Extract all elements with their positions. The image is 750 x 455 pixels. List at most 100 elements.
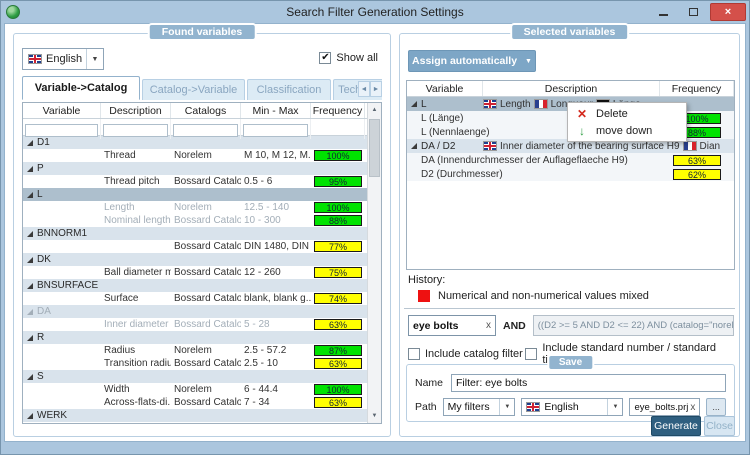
condition-expression-field[interactable]: ((D2 >= 5 AND D2 <= 22) AND (catalog="no… xyxy=(532,315,734,336)
minimize-button[interactable] xyxy=(650,3,676,21)
close-button[interactable]: Close xyxy=(704,416,735,436)
tab-scroll-left-icon[interactable]: ◄ xyxy=(358,81,370,97)
group-name: P xyxy=(37,163,44,174)
expander-icon[interactable] xyxy=(411,101,417,107)
scroll-down-icon[interactable]: ▼ xyxy=(368,409,381,423)
variable-group-row[interactable]: WERK xyxy=(23,409,367,422)
minmax-cell: 2.5 - 57.2 xyxy=(244,345,287,356)
group-name: DA xyxy=(37,306,51,317)
tab-classification[interactable]: Classification xyxy=(247,79,331,100)
expander-icon[interactable] xyxy=(27,230,33,237)
catalogs-cell: Bossard Catalog xyxy=(174,267,241,278)
variable-row[interactable]: Width Norelem 6 - 44.4 100% xyxy=(23,383,367,396)
search-term-input[interactable]: eye bolts x xyxy=(408,315,496,336)
expander-icon[interactable] xyxy=(27,412,33,419)
column-filter-input[interactable] xyxy=(173,123,238,137)
minmax-cell: 5 - 28 xyxy=(244,319,270,330)
expander-icon[interactable] xyxy=(27,334,33,341)
fr-flag-icon xyxy=(682,141,697,151)
variable-row[interactable]: Nominal length Bossard Catalog 10 - 300 88% xyxy=(23,214,367,227)
variable-group-row[interactable]: L xyxy=(23,188,367,201)
variable-group-row[interactable]: DA xyxy=(23,305,367,318)
maximize-button[interactable] xyxy=(680,3,706,21)
multilanguage-description: Inner diameter of the bearing surface H9… xyxy=(483,141,734,152)
expander-icon[interactable] xyxy=(27,256,33,263)
column-filter-input[interactable] xyxy=(25,123,98,137)
catalogs-cell: Norelem xyxy=(174,202,212,213)
close-window-button[interactable]: × xyxy=(710,3,746,21)
variable-row[interactable]: Across-flats-di... Bossard Catalog 7 - 34 6… xyxy=(23,396,367,409)
filter-name-input[interactable]: Filter: eye bolts xyxy=(451,374,726,392)
frequency-cell: 63% xyxy=(311,397,365,408)
expander-icon[interactable] xyxy=(27,165,33,172)
path-language-select[interactable]: English ▼ xyxy=(521,398,624,416)
variable-group-row[interactable]: D1 xyxy=(23,136,367,149)
browse-button[interactable]: ... xyxy=(706,398,726,416)
show-all-checkbox[interactable]: ✔ Show all xyxy=(319,52,378,64)
selected-table-header: Variable Description Frequency xyxy=(407,81,734,97)
group-cell: L xyxy=(23,189,365,200)
variable-group-row[interactable]: DK xyxy=(23,253,367,266)
delete-icon: ✕ xyxy=(576,106,588,121)
variable-row[interactable]: Length Norelem 12.5 - 140 100% xyxy=(23,201,367,214)
context-menu-item-delete[interactable]: ✕ Delete xyxy=(568,105,686,122)
variable-group-row[interactable]: P xyxy=(23,162,367,175)
include-catalog-filter-checkbox[interactable]: Include catalog filter xyxy=(408,342,525,366)
variable-group-row[interactable]: BNNORM1 xyxy=(23,227,367,240)
generate-button[interactable]: Generate xyxy=(651,416,701,436)
selected-group-row[interactable]: DA / D2 Inner diameter of the bearing sur… xyxy=(407,139,734,153)
path-folder-select[interactable]: My filters ▼ xyxy=(442,398,516,416)
group-cell: BNNORM1 xyxy=(23,228,365,239)
variable-group-row[interactable]: S xyxy=(23,370,367,383)
language-select[interactable]: English ▼ xyxy=(22,48,104,70)
include-catalog-filter-label: Include catalog filter xyxy=(425,348,523,360)
file-name-input[interactable]: eye_bolts.prj x xyxy=(629,398,701,416)
tab-variable-catalog[interactable]: Variable->Catalog xyxy=(22,76,140,100)
uk-flag-icon xyxy=(526,402,541,412)
chevron-down-icon[interactable]: ▼ xyxy=(86,49,103,69)
minmax-cell: 6 - 44.4 xyxy=(244,384,278,395)
catalogs-cell: Bossard Catalog xyxy=(174,358,241,369)
variable-row[interactable]: Surface Bossard Catalog blank, blank g... 7… xyxy=(23,292,367,305)
expander-icon[interactable] xyxy=(411,143,417,149)
variable-row[interactable]: Radius Norelem 2.5 - 57.2 87% xyxy=(23,344,367,357)
column-filter-input[interactable] xyxy=(103,123,168,137)
found-filter-row xyxy=(23,119,367,139)
group-cell: DA / D2 xyxy=(407,141,483,152)
selected-variable-row[interactable]: D2 (Durchmesser) 62% xyxy=(407,167,734,181)
tab-catalog-variable[interactable]: Catalog->Variable xyxy=(142,79,245,100)
clear-icon[interactable]: x xyxy=(690,401,696,413)
description-cell: Inner diameter ... xyxy=(104,319,171,330)
expander-icon[interactable] xyxy=(27,282,33,289)
fr-flag-icon xyxy=(533,99,548,109)
column-filter-input[interactable] xyxy=(243,123,308,137)
vertical-scrollbar[interactable]: ▲ ▼ xyxy=(367,103,381,423)
chevron-down-icon: ▼ xyxy=(525,57,532,65)
dialog-body: Found variables English ▼ ✔ Show all Var… xyxy=(4,23,746,442)
scrollbar-thumb[interactable] xyxy=(369,119,380,177)
minmax-cell: 10 - 300 xyxy=(244,215,281,226)
variable-row[interactable]: Thread pitch Bossard Catalog 0.5 - 6 95% xyxy=(23,175,367,188)
variable-row[interactable]: Thread Norelem M 10, M 12, M... 100% xyxy=(23,149,367,162)
expander-icon[interactable] xyxy=(27,308,33,315)
assign-automatically-button[interactable]: Assign automatically ▼ xyxy=(408,50,536,72)
selected-variables-panel: Selected variables Assign automatically … xyxy=(399,25,740,437)
variable-group-row[interactable]: R xyxy=(23,331,367,344)
expander-icon[interactable] xyxy=(27,373,33,380)
frequency-cell: 95% xyxy=(311,176,365,187)
expander-icon[interactable] xyxy=(27,191,33,198)
tab-scroll-right-icon[interactable]: ► xyxy=(370,81,382,97)
scroll-up-icon[interactable]: ▲ xyxy=(368,103,381,117)
variable-group-row[interactable]: BNSURFACE xyxy=(23,279,367,292)
context-menu-item-move-down[interactable]: ↓ move down xyxy=(568,122,686,139)
path-language-value: English xyxy=(544,401,579,413)
selected-variable-row[interactable]: DA (Innendurchmesser der Auflageflaeche … xyxy=(407,153,734,167)
expander-icon[interactable] xyxy=(27,139,33,146)
clear-icon[interactable]: x xyxy=(486,320,491,331)
description-text: Length xyxy=(500,98,531,110)
